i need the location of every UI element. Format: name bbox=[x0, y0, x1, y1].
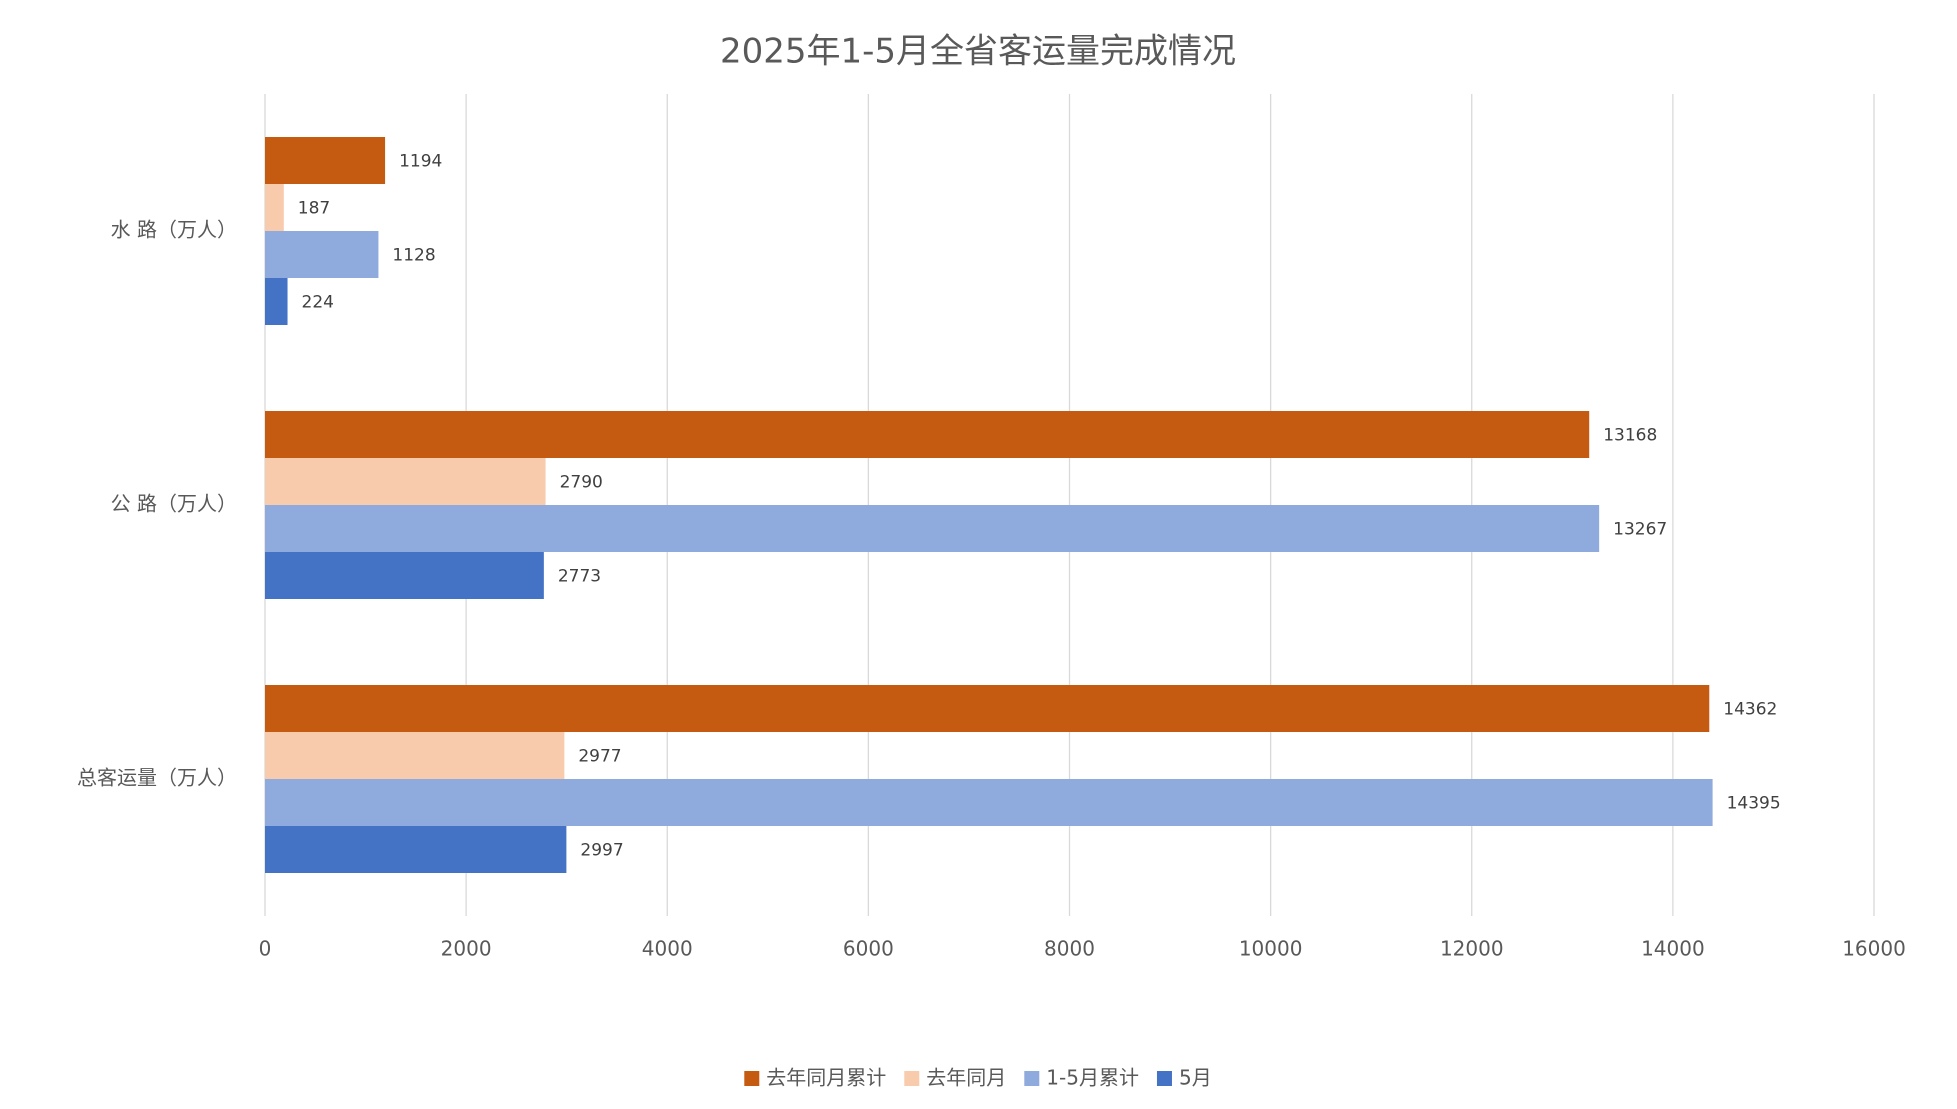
bar bbox=[265, 552, 544, 599]
bar bbox=[265, 137, 386, 184]
legend-swatch bbox=[744, 1071, 760, 1086]
x-tick-label: 12000 bbox=[1440, 937, 1504, 961]
bar bbox=[265, 278, 288, 325]
value-label: 2790 bbox=[560, 473, 603, 493]
value-label: 2977 bbox=[578, 747, 621, 767]
legend-swatch bbox=[1156, 1071, 1172, 1086]
y-tick-label: 水 路（万人） bbox=[111, 218, 237, 242]
value-label: 224 bbox=[302, 293, 334, 313]
bar bbox=[265, 411, 1590, 458]
value-label: 13168 bbox=[1603, 426, 1657, 446]
legend-label: 去年同月 bbox=[926, 1066, 1006, 1090]
legend-label: 去年同月累计 bbox=[766, 1066, 886, 1090]
x-tick-label: 4000 bbox=[642, 937, 693, 961]
value-label: 2997 bbox=[580, 841, 623, 861]
bar bbox=[265, 685, 1710, 732]
legend-swatch bbox=[1024, 1071, 1040, 1086]
bar bbox=[265, 231, 379, 278]
x-tick-label: 10000 bbox=[1239, 937, 1303, 961]
legend: 去年同月累计 去年同月 1-5月累计 5月 bbox=[744, 1066, 1212, 1090]
value-label: 2773 bbox=[558, 567, 601, 587]
x-tick-label: 0 bbox=[259, 937, 272, 961]
value-label: 14362 bbox=[1723, 700, 1777, 720]
x-tick-label: 6000 bbox=[843, 937, 894, 961]
y-tick-label: 总客运量（万人） bbox=[77, 766, 237, 790]
x-tick-label: 14000 bbox=[1641, 937, 1705, 961]
bar bbox=[265, 458, 546, 505]
legend-label: 1-5月累计 bbox=[1046, 1066, 1139, 1090]
x-tick-label: 8000 bbox=[1044, 937, 1095, 961]
value-label: 13267 bbox=[1613, 520, 1667, 540]
x-tick-label: 16000 bbox=[1842, 937, 1906, 961]
legend-label: 5月 bbox=[1179, 1066, 1212, 1090]
bar bbox=[265, 184, 284, 231]
bar bbox=[265, 505, 1600, 552]
legend-swatch bbox=[904, 1071, 920, 1086]
value-label: 1194 bbox=[399, 152, 442, 172]
value-label: 187 bbox=[298, 199, 330, 219]
bar bbox=[265, 826, 567, 873]
value-label: 1128 bbox=[392, 246, 435, 266]
chart-title: 2025年1-5月全省客运量完成情况 bbox=[720, 32, 1236, 72]
bar bbox=[265, 732, 565, 779]
bar bbox=[265, 779, 1713, 826]
value-label: 14395 bbox=[1727, 794, 1781, 814]
x-tick-label: 2000 bbox=[441, 937, 492, 961]
y-tick-label: 公 路（万人） bbox=[111, 492, 237, 516]
